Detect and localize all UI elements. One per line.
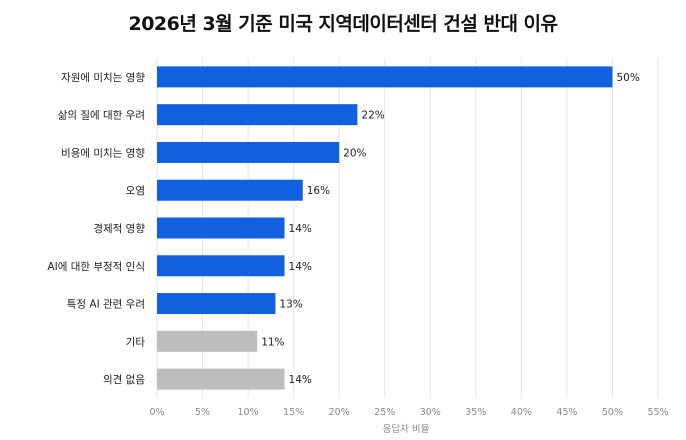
category-label: 삶의 질에 대한 우려: [58, 110, 145, 122]
chart-title: 2026년 3월 기준 미국 지역데이터센터 건설 반대 이유: [128, 13, 558, 35]
bars: [157, 66, 613, 390]
bar: [157, 293, 276, 315]
value-label: 22%: [361, 110, 384, 122]
bar: [157, 330, 258, 352]
value-label: 14%: [289, 223, 312, 235]
bar: [157, 179, 303, 201]
x-tick-label: 10%: [238, 407, 259, 418]
category-label: 오염: [126, 185, 145, 197]
value-label: 20%: [343, 147, 366, 159]
category-label: 특정 AI 관련 우려: [67, 299, 145, 311]
bar: [157, 141, 340, 163]
x-tick-label: 0%: [149, 407, 164, 418]
x-tick-label: 50%: [602, 407, 623, 418]
bar: [157, 217, 285, 239]
x-tick-label: 5%: [195, 407, 210, 418]
x-tick-label: 30%: [420, 407, 441, 418]
bar: [157, 104, 358, 126]
x-tick-label: 15%: [283, 407, 304, 418]
x-tick-label: 25%: [374, 407, 395, 418]
labels: 0% 5% 10% 15% 20% 25% 30% 35% 40% 45% 50% 55% 자원에 미치…: [47, 72, 668, 418]
bar: [157, 66, 613, 88]
value-label: 14%: [289, 374, 312, 386]
value-label: 13%: [279, 299, 302, 311]
x-tick-label: 55%: [647, 407, 668, 418]
x-tick-label: 40%: [511, 407, 532, 418]
x-tick-label: 20%: [329, 407, 350, 418]
x-tick-label: 45%: [556, 407, 577, 418]
bar: [157, 368, 285, 390]
bar: [157, 255, 285, 277]
category-label: 기타: [126, 336, 146, 348]
value-label: 50%: [616, 72, 639, 84]
x-axis-title: 응답자 비율: [383, 423, 430, 435]
category-label: 비용에 미치는 영향: [61, 147, 145, 159]
category-label: 자원에 미치는 영향: [61, 72, 145, 84]
value-label: 11%: [261, 336, 284, 348]
category-label: 의견 없음: [103, 373, 145, 386]
value-label: 14%: [289, 261, 312, 273]
category-label: 경제적 영향: [93, 222, 145, 235]
x-tick-label: 35%: [465, 407, 486, 418]
category-label: AI에 대한 부정적 인식: [47, 261, 145, 273]
value-label: 16%: [307, 185, 330, 197]
